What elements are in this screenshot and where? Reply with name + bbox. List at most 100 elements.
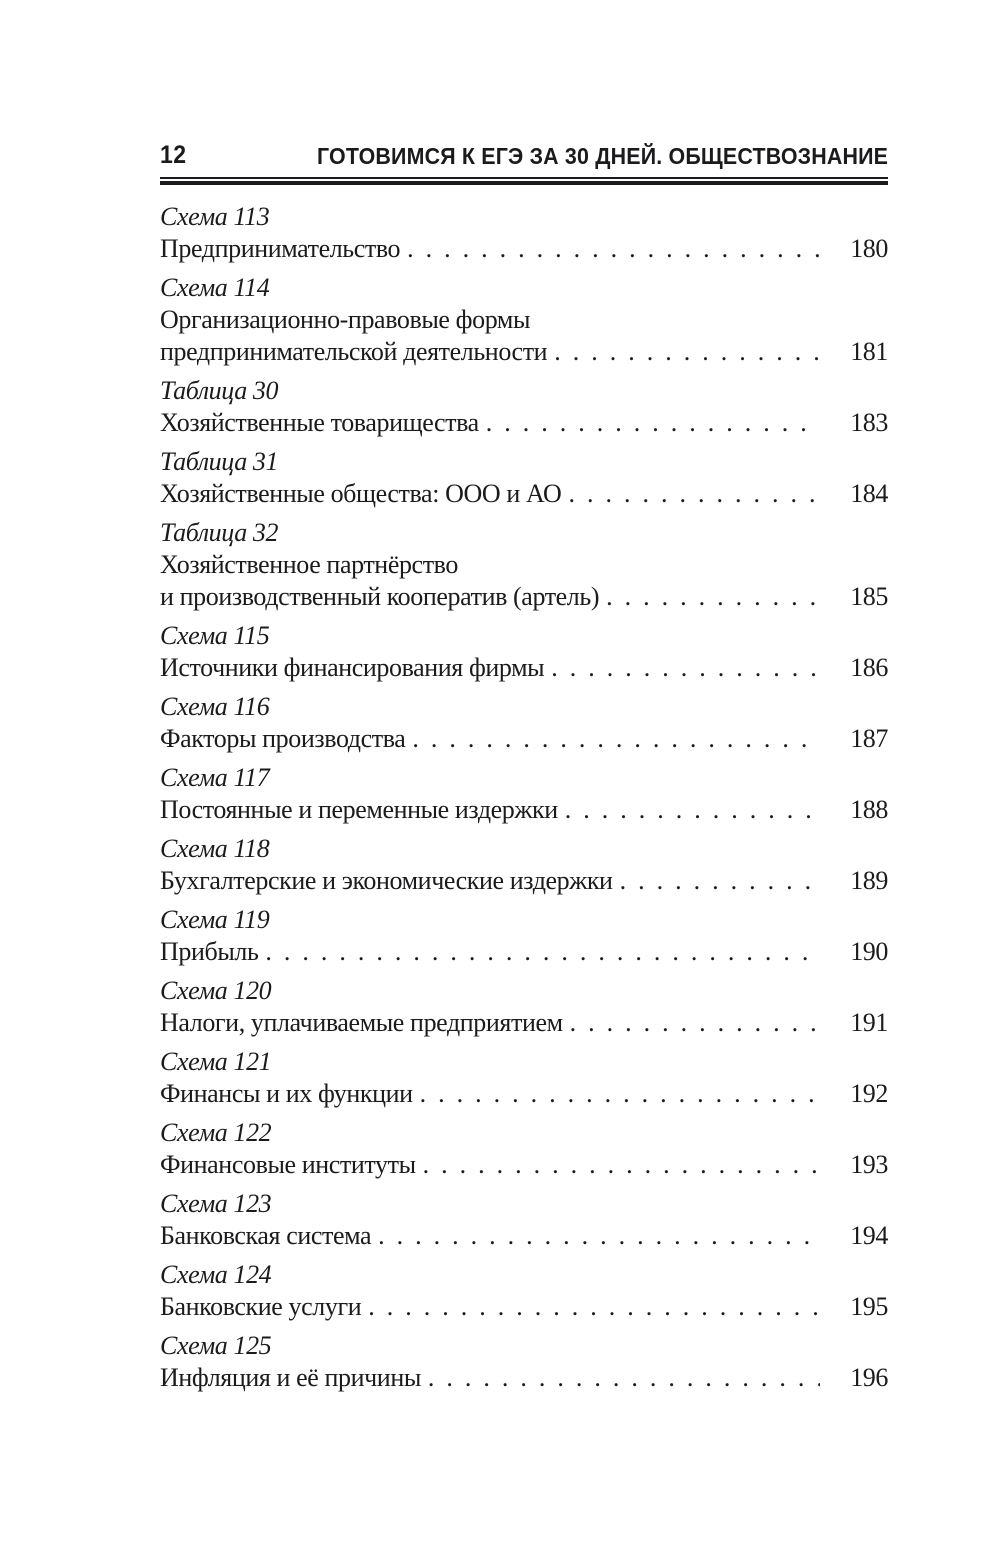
dot-leader	[368, 1291, 820, 1323]
running-title: ГОТОВИМСЯ К ЕГЭ ЗА 30 ДНЕЙ. ОБЩЕСТВОЗНАН…	[316, 143, 888, 169]
dot-leader	[606, 581, 820, 613]
page-number: 12	[160, 141, 187, 169]
toc-entry-page-number: 185	[850, 582, 888, 611]
dot-leader	[428, 1362, 820, 1394]
toc-entry: Схема 117 Постоянные и переменные издерж…	[160, 762, 888, 826]
dot-leader	[486, 407, 820, 439]
toc-entry-title-line: Финансовые институты 193	[160, 1149, 888, 1181]
toc-entry-title: Финансовые институты	[160, 1150, 416, 1179]
toc-entry: Схема 113 Предпринимательство 180	[160, 201, 888, 265]
toc-entry-label: Схема 115	[160, 621, 270, 650]
toc-entry: Таблица 31 Хозяйственные общества: ООО и…	[160, 446, 888, 510]
header-rule	[160, 177, 888, 185]
toc-entry: Схема 121 Финансы и их функции 192	[160, 1046, 888, 1110]
toc-entry-page-number: 195	[850, 1292, 888, 1321]
dot-leader	[265, 936, 820, 968]
dot-leader	[420, 1078, 820, 1110]
toc-entry-label: Схема 120	[160, 976, 272, 1005]
toc-entry-page-number: 184	[850, 479, 888, 508]
toc-entry-title: Хозяйственные общества: ООО и АО	[160, 479, 562, 508]
dot-leader	[551, 652, 820, 684]
toc-entry-title: Факторы производства	[160, 724, 406, 753]
dot-leader	[554, 336, 820, 368]
toc-entry-label: Схема 125	[160, 1331, 272, 1360]
toc-entry-title-line: Источники финансирования фирмы 186	[160, 652, 888, 684]
toc-entry-title: Предпринимательство	[160, 234, 401, 263]
toc-entry-label: Схема 121	[160, 1047, 272, 1076]
toc-entry: Схема 115 Источники финансирования фирмы…	[160, 620, 888, 684]
toc-entry-page-number: 188	[850, 795, 888, 824]
dot-leader	[378, 1220, 820, 1252]
toc-entry-label: Схема 117	[160, 763, 270, 792]
header-rule-thin-line	[160, 177, 888, 179]
toc-entry-label: Схема 122	[160, 1118, 272, 1147]
toc-entry-title: Прибыль	[160, 937, 259, 966]
toc-entry-page-number: 189	[850, 866, 888, 895]
dot-leader	[423, 1149, 820, 1181]
toc-entry-label: Таблица 30	[160, 376, 279, 405]
toc-entry-title-line: Хозяйственные товарищества 183	[160, 407, 888, 439]
dot-leader	[412, 723, 820, 755]
toc-entry-title-line: предпринимательской деятельности 181	[160, 336, 888, 368]
toc-entry-page-number: 193	[850, 1150, 888, 1179]
toc-entry-title-line: и производственный кооператив (артель) 18…	[160, 581, 888, 613]
toc-entry-page-number: 183	[850, 408, 888, 437]
toc-entry: Схема 123 Банковская система 194	[160, 1188, 888, 1252]
toc-entry-label: Схема 119	[160, 905, 270, 934]
toc-entry-label: Схема 123	[160, 1189, 272, 1218]
toc-entry: Схема 116 Факторы производства 187	[160, 691, 888, 755]
toc-entry: Схема 118 Бухгалтерские и экономические …	[160, 833, 888, 897]
toc-entry-label: Схема 124	[160, 1260, 272, 1289]
toc-entry-title: Банковские услуги	[160, 1292, 362, 1321]
toc-entry: Схема 124 Банковские услуги 195	[160, 1259, 888, 1323]
toc-entry-page-number: 187	[850, 724, 888, 753]
dot-leader	[570, 1007, 820, 1039]
toc-entry-title: Бухгалтерские и экономические издержки	[160, 866, 613, 895]
toc-entry-label: Таблица 31	[160, 447, 279, 476]
toc-entry-page-number: 194	[850, 1221, 888, 1250]
toc-entry-title-line: Предпринимательство 180	[160, 233, 888, 265]
toc-entry: Схема 114 Организационно-правовые формы п…	[160, 272, 888, 368]
toc-entry-title: и производственный кооператив (артель)	[160, 582, 600, 611]
toc-entry-title: Инфляция и её причины	[160, 1363, 421, 1392]
toc-entry-page-number: 191	[850, 1008, 888, 1037]
toc-entry-page-number: 190	[850, 937, 888, 966]
toc-entry-title-line: Хозяйственное партнёрство	[160, 550, 458, 579]
toc-entry-title-line: Банковская система 194	[160, 1220, 888, 1252]
toc-entry-label: Схема 118	[160, 834, 270, 863]
toc-entry-title-line: Прибыль 190	[160, 936, 888, 968]
toc-entry-page-number: 181	[850, 337, 888, 366]
dot-leader	[407, 233, 820, 265]
toc-entry-title: Постоянные и переменные издержки	[160, 795, 558, 824]
toc-entry-title-line: Инфляция и её причины 196	[160, 1362, 888, 1394]
toc-entry-label: Таблица 32	[160, 518, 279, 547]
dot-leader	[568, 478, 820, 510]
toc-entry-page-number: 196	[850, 1363, 888, 1392]
toc-entry: Таблица 32 Хозяйственное партнёрство и пр…	[160, 517, 888, 613]
running-head: 12 ГОТОВИМСЯ К ЕГЭ ЗА 30 ДНЕЙ. ОБЩЕСТВОЗ…	[160, 141, 888, 170]
toc-entry-title: Хозяйственные товарищества	[160, 408, 479, 437]
toc-entry-page-number: 180	[850, 234, 888, 263]
toc-entry-label: Схема 113	[160, 202, 270, 231]
toc-entry-title-line: Постоянные и переменные издержки 188	[160, 794, 888, 826]
dot-leader	[565, 794, 820, 826]
toc-entry-title: Источники финансирования фирмы	[160, 653, 545, 682]
toc-entry-title-line: Организационно-правовые формы	[160, 305, 531, 334]
toc-entry-label: Схема 116	[160, 692, 270, 721]
toc-entry: Схема 125 Инфляция и её причины 196	[160, 1330, 888, 1394]
toc-entry-title-line: Налоги, уплачиваемые предприятием 191	[160, 1007, 888, 1039]
toc-entry-title: Банковская система	[160, 1221, 372, 1250]
toc-entry-title-line: Факторы производства 187	[160, 723, 888, 755]
toc-entry-page-number: 192	[850, 1079, 888, 1108]
toc-entry: Схема 119 Прибыль 190	[160, 904, 888, 968]
toc-entry-title: Налоги, уплачиваемые предприятием	[160, 1008, 563, 1037]
toc-entry-title-line: Финансы и их функции 192	[160, 1078, 888, 1110]
toc-entry: Схема 120 Налоги, уплачиваемые предприят…	[160, 975, 888, 1039]
toc-entry: Таблица 30 Хозяйственные товарищества 183	[160, 375, 888, 439]
toc-entry-page-number: 186	[850, 653, 888, 682]
toc-entry-title-line: Бухгалтерские и экономические издержки 18…	[160, 865, 888, 897]
toc-entry-label: Схема 114	[160, 273, 270, 302]
toc-entry: Схема 122 Финансовые институты 193	[160, 1117, 888, 1181]
header-rule-thick-line	[160, 181, 888, 185]
toc: Схема 113 Предпринимательство 180 Схема 1…	[160, 201, 888, 1394]
